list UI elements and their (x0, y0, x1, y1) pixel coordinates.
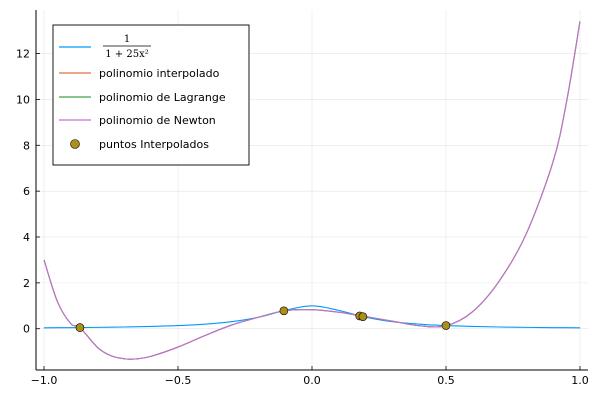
x-tick-label: −0.5 (165, 374, 192, 387)
legend-label: polinomio de Lagrange (99, 91, 226, 104)
y-tick-label: 6 (23, 185, 30, 198)
x-tick-label: 0.0 (303, 374, 321, 387)
legend-label: puntos Interpolados (99, 138, 209, 151)
y-tick-label: 8 (23, 139, 30, 152)
interpolated-point (279, 306, 289, 316)
legend-swatch-points (70, 139, 80, 149)
legend-label-denominator: 1 + 25x² (105, 49, 148, 60)
interpolated-point (75, 323, 85, 332)
interpolated-points (75, 306, 451, 332)
runge-function-line (44, 305, 580, 329)
legend: 1 1 + 25x² polinomio interpolado polinomio … (52, 24, 250, 166)
y-tick-label: 10 (16, 93, 30, 106)
legend-label: polinomio de Newton (99, 114, 216, 127)
axes: −1.0 −0.5 0.0 0.5 1.0 0 2 4 6 8 10 12 (16, 10, 589, 387)
y-tick-label: 0 (23, 323, 30, 336)
legend-label-numerator: 1 (124, 34, 130, 45)
x-tick-label: 1.0 (571, 374, 589, 387)
y-tick-label: 2 (23, 277, 30, 290)
grid (36, 10, 588, 370)
legend-label: polinomio interpolado (99, 67, 220, 80)
y-tick-label: 12 (16, 48, 30, 61)
x-tick-label: −1.0 (31, 374, 58, 387)
y-tick-label: 4 (23, 231, 30, 244)
interpolated-point (358, 312, 368, 321)
x-tick-label: 0.5 (437, 374, 455, 387)
interpolated-point (441, 321, 451, 330)
legend-box (52, 24, 250, 166)
